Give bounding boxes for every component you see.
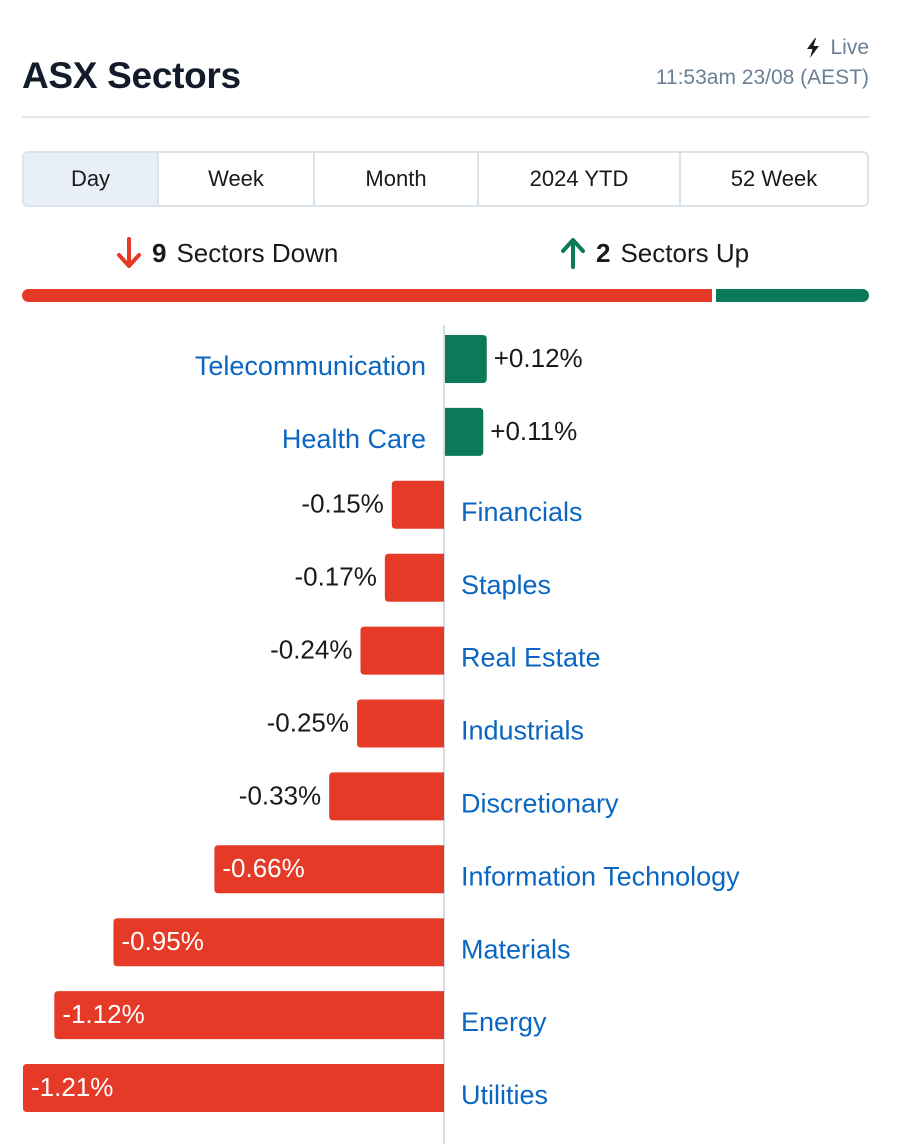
page-title: ASX Sectors [22,55,241,96]
sectors-down-summary: 9 Sectors Down [116,236,338,270]
tab-52-week[interactable]: 52 Week [730,166,818,191]
bar-health-care [445,407,484,456]
sector-ratio-bar [22,289,869,302]
value-label-staples: -0.17% [294,562,376,592]
category-link-staples[interactable]: Staples [461,570,551,600]
value-label-materials: -0.95% [121,926,203,956]
live-label: Live [830,36,869,59]
bar-discretionary [329,772,444,821]
bar-real-estate [360,626,444,675]
bar-information-technology [214,845,444,894]
tab-2024-ytd[interactable]: 2024 YTD [479,153,681,205]
period-tabs: Day Week Month 2024 YTD 52 Week [22,151,869,207]
category-link-energy[interactable]: Energy [461,1007,547,1037]
live-indicator: Live [804,36,869,60]
category-link-utilities[interactable]: Utilities [461,1080,548,1110]
arrow-up-icon [561,238,585,269]
value-label-industrials: -0.25% [267,707,349,737]
category-link-telecommunication[interactable]: Telecommunication [195,351,426,381]
value-label-financials: -0.15% [301,489,383,519]
category-link-health-care[interactable]: Health Care [282,424,426,454]
category-link-financials[interactable]: Financials [461,497,583,527]
ratio-down-segment [22,289,712,302]
value-label-real-estate: -0.24% [270,634,352,664]
bar-telecommunication [445,335,487,383]
bar-utilities [23,1064,444,1112]
value-label-energy: -1.12% [62,999,144,1029]
timestamp: 11:53am 23/08 (AEST) [655,66,869,89]
lightning-icon [807,38,820,58]
value-label-utilities: -1.21% [31,1072,113,1102]
bar-materials [113,918,445,967]
bar-financials [391,480,444,529]
sector-bar-chart: +0.12% Telecommunication +0.11% Health Care… [23,325,740,1144]
category-link-discretionary[interactable]: Discretionary [461,789,619,819]
tab-week[interactable]: Week [159,153,315,205]
bar-staples [384,553,444,602]
bar-industrials [357,699,444,748]
category-link-real-estate[interactable]: Real Estate [461,643,601,673]
ratio-up-segment [715,289,869,302]
value-label-information-technology: -0.66% [222,853,304,883]
category-link-industrials[interactable]: Industrials [461,716,584,746]
value-label-health-care: +0.11% [490,416,577,446]
tab-day[interactable]: Day [24,153,159,205]
widget-header: ASX Sectors Live 11:53am 23/08 (AEST) [22,0,869,118]
sectors-up-count: 2 [596,237,611,268]
arrow-down-icon [117,237,141,268]
sectors-down-label: Sectors Down [176,237,339,268]
sectors-up-summary: 2 Sectors Up [560,236,749,270]
category-link-materials[interactable]: Materials [461,934,571,964]
tab-month[interactable]: Month [315,153,479,205]
value-label-discretionary: -0.33% [239,780,321,810]
category-link-information-technology[interactable]: Information Technology [461,861,740,891]
value-label-telecommunication: +0.12% [494,343,583,373]
sectors-down-count: 9 [152,237,167,268]
sectors-up-label: Sectors Up [620,237,750,268]
bar-energy [54,991,444,1040]
